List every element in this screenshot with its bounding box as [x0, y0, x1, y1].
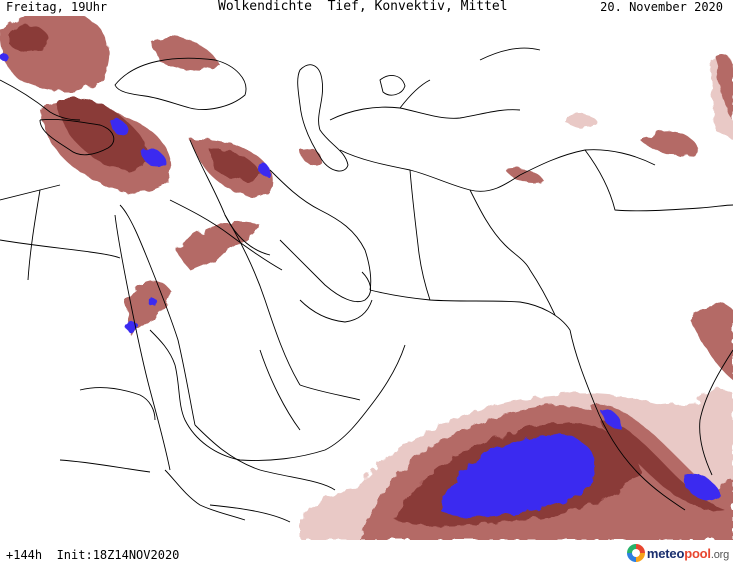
meteopool-logo-text: meteopool.org	[646, 545, 729, 561]
map-title: Wolkendichte Tief, Konvektiv, Mittel	[218, 0, 508, 14]
forecast-date-label: 20. November 2020	[600, 0, 723, 14]
cloud-layer-dark	[10, 24, 725, 526]
cloud-layer-max	[0, 52, 720, 518]
model-run-info: +144h Init:18Z14NOV2020	[6, 548, 180, 562]
cloud-cover-map	[0, 16, 733, 540]
country-borders	[0, 47, 733, 523]
meteopool-logo[interactable]: meteopool.org	[626, 542, 729, 564]
meteopool-logo-icon	[626, 544, 645, 562]
forecast-time-label: Freitag, 19Uhr	[6, 0, 108, 14]
